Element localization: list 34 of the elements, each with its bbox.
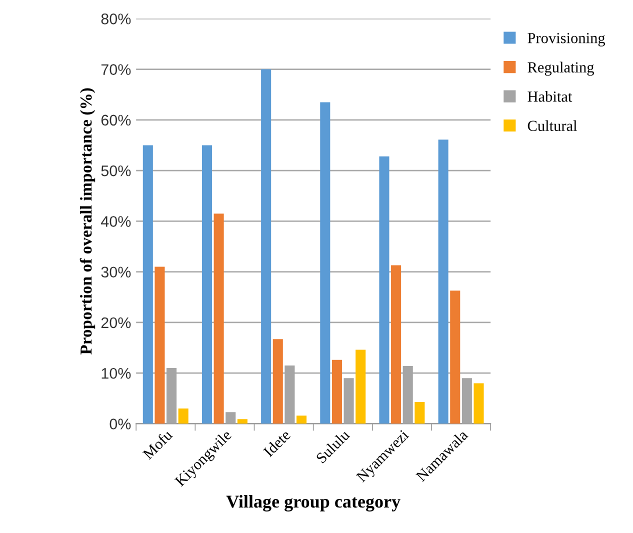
bar — [237, 419, 248, 424]
bar — [320, 102, 330, 424]
bar — [474, 383, 484, 424]
legend-label: Habitat — [528, 91, 572, 102]
bar — [296, 416, 307, 424]
legend-label: Regulating — [528, 62, 594, 76]
bar — [379, 156, 390, 424]
y-tick-label: 50% — [101, 165, 131, 176]
bar — [178, 408, 188, 424]
legend-label: Provisioning — [528, 32, 606, 46]
bar — [391, 265, 402, 424]
bar — [142, 145, 153, 424]
bar — [414, 402, 425, 424]
bar — [261, 69, 272, 424]
bar — [450, 290, 460, 424]
y-tick-label: 40% — [101, 216, 131, 227]
bar — [356, 350, 366, 424]
bar — [332, 360, 342, 424]
bar — [272, 339, 283, 424]
x-axis-title: Village group category — [226, 494, 400, 512]
bar — [438, 140, 448, 424]
bar — [154, 266, 165, 424]
y-axis-title: Proportion of overall importance (%) — [80, 88, 96, 355]
y-tick-label: 80% — [101, 14, 131, 24]
bar — [214, 214, 224, 424]
x-tick-label: Idete — [262, 428, 292, 458]
y-tick-label: 60% — [101, 114, 131, 126]
y-tick-label: 30% — [101, 266, 131, 278]
y-tick-label: 70% — [101, 64, 131, 75]
bar — [202, 145, 212, 424]
legend-label: Cultural — [528, 120, 578, 132]
y-tick-label: 20% — [101, 317, 131, 328]
y-tick-label: 0% — [110, 418, 131, 430]
y-tick-label: 10% — [102, 368, 131, 379]
